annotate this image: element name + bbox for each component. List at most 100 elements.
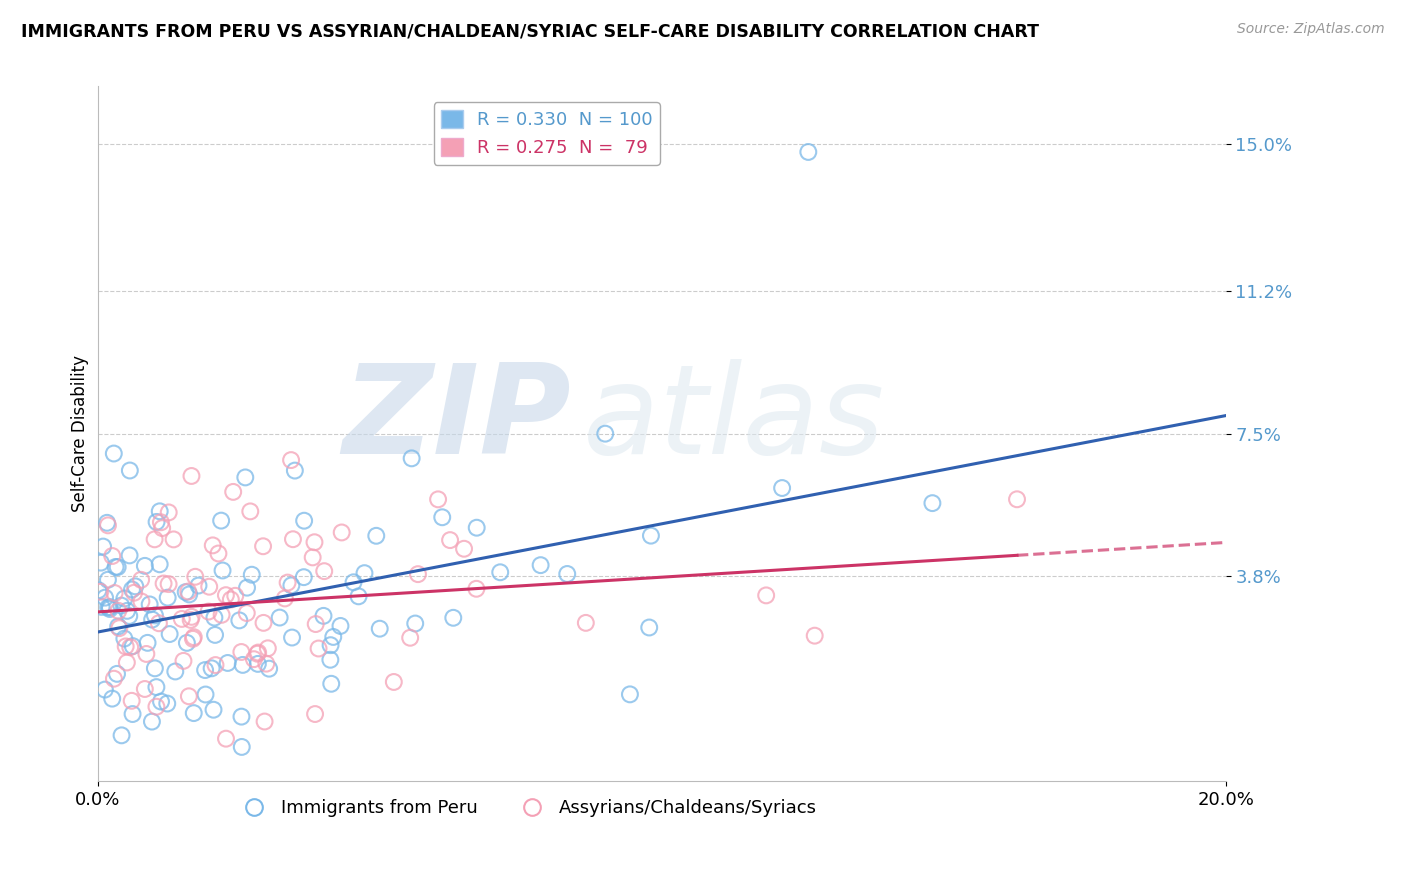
Point <box>145 699 167 714</box>
Point <box>141 613 163 627</box>
Point <box>149 558 172 572</box>
Point <box>215 731 238 746</box>
Text: IMMIGRANTS FROM PERU VS ASSYRIAN/CHALDEAN/SYRIAC SELF-CARE DISABILITY CORRELATIO: IMMIGRANTS FROM PERU VS ASSYRIAN/CHALDEA… <box>21 22 1039 40</box>
Point <box>129 573 152 587</box>
Point <box>252 615 274 630</box>
Point <box>301 550 323 565</box>
Point <box>149 504 172 518</box>
Point <box>322 630 344 644</box>
Point <box>770 481 793 495</box>
Point <box>114 640 136 654</box>
Point <box>177 584 200 599</box>
Point <box>105 666 128 681</box>
Point <box>406 567 429 582</box>
Point <box>112 632 135 646</box>
Point <box>104 560 127 574</box>
Point <box>236 606 259 620</box>
Point <box>232 657 254 672</box>
Point <box>143 533 166 547</box>
Point <box>308 641 330 656</box>
Point <box>101 691 124 706</box>
Point <box>98 602 121 616</box>
Point <box>150 521 173 535</box>
Point <box>121 707 143 722</box>
Point <box>201 538 224 552</box>
Point <box>179 587 201 601</box>
Point <box>134 558 156 573</box>
Point <box>157 577 180 591</box>
Point <box>104 586 127 600</box>
Point <box>246 647 269 661</box>
Point <box>118 609 141 624</box>
Point <box>156 591 179 605</box>
Point <box>90 599 112 614</box>
Point <box>217 656 239 670</box>
Text: Source: ZipAtlas.com: Source: ZipAtlas.com <box>1237 22 1385 37</box>
Point <box>97 518 120 533</box>
Point <box>197 605 219 619</box>
Point <box>180 610 202 624</box>
Point <box>107 604 129 618</box>
Point <box>236 581 259 595</box>
Point <box>165 665 187 679</box>
Point <box>94 591 117 605</box>
Point <box>228 613 250 627</box>
Point <box>201 661 224 675</box>
Point <box>156 697 179 711</box>
Point <box>121 639 143 653</box>
Point <box>224 589 246 603</box>
Point <box>211 607 233 622</box>
Point <box>1005 492 1028 507</box>
Point <box>921 496 943 510</box>
Point <box>103 672 125 686</box>
Point <box>304 706 326 721</box>
Point <box>89 584 111 599</box>
Point <box>233 470 256 484</box>
Point <box>755 588 778 602</box>
Point <box>593 426 616 441</box>
Point <box>246 657 269 671</box>
Legend: Immigrants from Peru, Assyrians/Chaldeans/Syriacs: Immigrants from Peru, Assyrians/Chaldean… <box>229 791 824 824</box>
Point <box>149 516 172 530</box>
Point <box>215 588 238 602</box>
Point <box>194 663 217 677</box>
Point <box>347 590 370 604</box>
Point <box>150 695 173 709</box>
Point <box>281 631 304 645</box>
Point <box>198 580 221 594</box>
Point <box>107 619 129 633</box>
Text: ZIP: ZIP <box>343 359 571 480</box>
Point <box>180 469 202 483</box>
Point <box>187 578 209 592</box>
Point <box>638 620 661 634</box>
Point <box>101 549 124 563</box>
Point <box>121 582 143 597</box>
Point <box>453 541 475 556</box>
Point <box>145 515 167 529</box>
Point <box>231 739 253 754</box>
Point <box>257 662 280 676</box>
Point <box>575 615 598 630</box>
Point <box>366 529 388 543</box>
Point <box>124 579 146 593</box>
Point <box>103 446 125 460</box>
Point <box>148 616 170 631</box>
Point <box>222 484 245 499</box>
Point <box>204 628 226 642</box>
Point <box>280 578 302 592</box>
Point <box>292 570 315 584</box>
Point <box>143 661 166 675</box>
Point <box>254 657 277 671</box>
Point <box>399 631 422 645</box>
Point <box>97 573 120 587</box>
Point <box>247 646 270 660</box>
Point <box>181 632 204 646</box>
Point <box>157 505 180 519</box>
Point <box>329 619 352 633</box>
Point <box>489 566 512 580</box>
Point <box>143 608 166 623</box>
Point <box>170 612 193 626</box>
Point <box>207 547 229 561</box>
Point <box>162 533 184 547</box>
Point <box>530 558 553 573</box>
